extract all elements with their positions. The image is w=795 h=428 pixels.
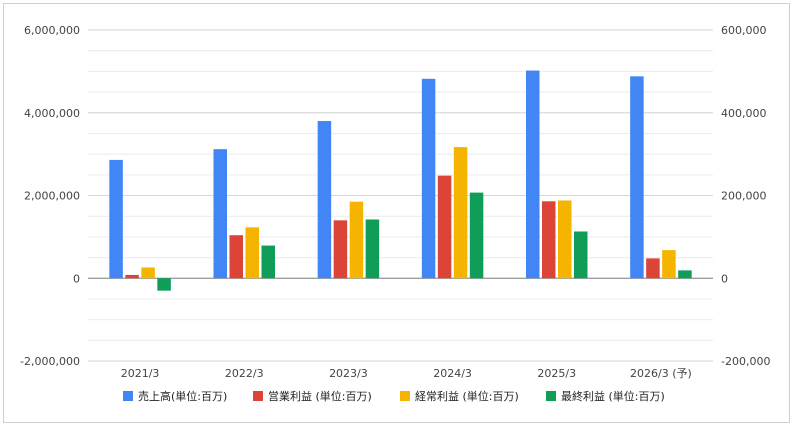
bar-3 xyxy=(558,200,572,279)
legend-swatch xyxy=(253,391,263,401)
bar-4 xyxy=(678,270,692,279)
bar-1 xyxy=(213,149,227,279)
y-left-tick-label: 2,000,000 xyxy=(24,190,80,203)
legend-swatch xyxy=(400,391,410,401)
y-right-tick-label: 400,000 xyxy=(721,107,767,120)
bar-3 xyxy=(349,201,364,279)
bar-1 xyxy=(630,76,644,279)
y-left-tick-label: -2,000,000 xyxy=(20,355,80,368)
x-tick-label: 2022/3 xyxy=(225,367,264,380)
bar-3 xyxy=(662,250,676,279)
bar-4 xyxy=(261,245,275,279)
y-right-tick-label: 200,000 xyxy=(721,190,767,203)
bar-2 xyxy=(125,274,139,279)
bar-2 xyxy=(229,235,243,279)
legend-swatch xyxy=(123,391,133,401)
y-left-tick-label: 4,000,000 xyxy=(24,107,80,120)
legend-label: 経常利益 (単位:百万) xyxy=(415,389,519,403)
bar-4 xyxy=(469,192,484,279)
legend-label: 最終利益 (単位:百万) xyxy=(561,389,665,403)
bar-4 xyxy=(365,219,380,279)
legend-label: 営業利益 (単位:百万) xyxy=(268,389,372,403)
y-right-tick-label: -200,000 xyxy=(721,355,770,368)
legend-swatch xyxy=(546,391,556,401)
y-right-tick-label: 600,000 xyxy=(721,24,767,37)
x-tick-label: 2026/3 (予) xyxy=(630,367,692,380)
bar-1 xyxy=(317,121,332,279)
y-left-tick-label: 6,000,000 xyxy=(24,24,80,37)
x-tick-label: 2021/3 xyxy=(121,367,160,380)
bar-4 xyxy=(157,278,171,291)
bar-1 xyxy=(421,78,436,279)
bar-2 xyxy=(437,175,452,279)
x-tick-label: 2023/3 xyxy=(329,367,368,380)
bar-3 xyxy=(245,227,259,279)
bar-2 xyxy=(333,220,348,279)
x-tick-label: 2025/3 xyxy=(537,367,576,380)
bar-1 xyxy=(526,70,540,279)
bar-4 xyxy=(574,231,588,279)
bar-3 xyxy=(453,147,468,279)
chart-frame xyxy=(3,3,790,423)
y-right-tick-label: 0 xyxy=(721,272,728,285)
legend-label: 売上高(単位:百万) xyxy=(138,389,227,403)
bar-1 xyxy=(109,159,123,279)
bar-2 xyxy=(646,258,660,279)
bar-2 xyxy=(542,201,556,279)
bar-3 xyxy=(141,267,155,279)
x-tick-label: 2024/3 xyxy=(433,367,472,380)
y-left-tick-label: 0 xyxy=(73,272,80,285)
